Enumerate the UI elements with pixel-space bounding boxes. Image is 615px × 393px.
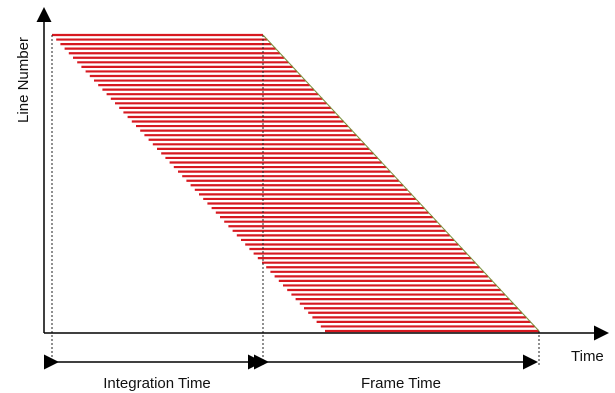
- readout-diagonal-edge: [262, 34, 540, 332]
- x-axis-label: Time: [571, 348, 604, 365]
- integration-time-label: Integration Time: [103, 375, 211, 392]
- y-axis-label: Line Number: [15, 37, 32, 123]
- exposure-lines-group: [52, 33, 539, 333]
- frame-time-label: Frame Time: [361, 375, 441, 392]
